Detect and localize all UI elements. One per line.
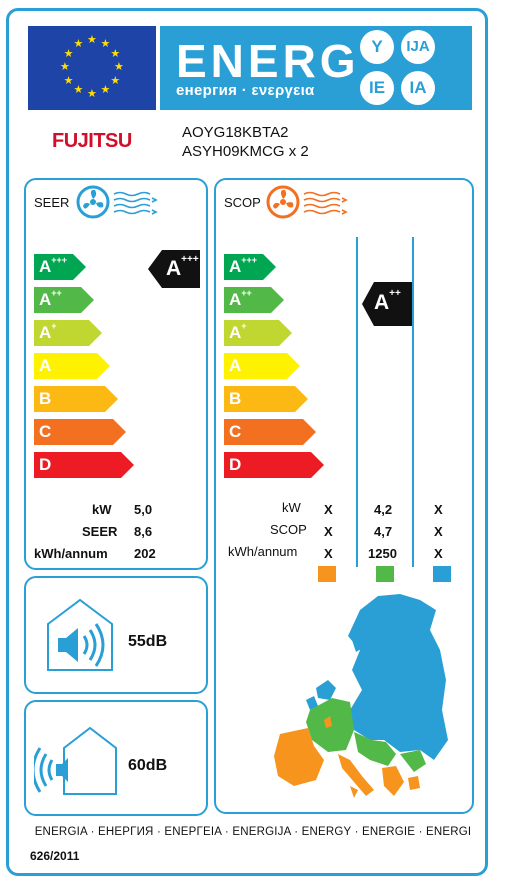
seer-row-value-annual: 202 [134, 546, 156, 561]
outdoor-noise-panel [24, 700, 208, 816]
scop-row-label-annual: kWh/annum [228, 544, 298, 559]
seer-class-arrow: C [34, 419, 126, 445]
indoor-model: ASYH09KMCG x 2 [182, 143, 309, 160]
eu-star-icon: ★ [100, 37, 111, 50]
brand-logo: FUJITSU [52, 130, 132, 152]
seer-class-arrow: A+ [34, 320, 102, 346]
scop-class-arrow: A [224, 353, 300, 379]
scop-value-average-kw: 4,2 [374, 502, 393, 517]
seer-row-label-kw: kW [92, 502, 112, 517]
scop-row-label-scop: SCOP [270, 522, 307, 537]
eu-star-icon: ★ [73, 37, 84, 50]
energy-title: ENERG [176, 35, 360, 87]
eu-star-icon: ★ [73, 84, 84, 97]
language-suffix-ie: IE [360, 71, 394, 105]
scop-class-arrow: B [224, 386, 308, 412]
scop-value-colder-scop: X [434, 524, 443, 539]
colder-climate-swatch [433, 566, 451, 582]
seer-row-value-kw: 5,0 [134, 502, 153, 517]
outdoor-noise-value: 60dB [128, 757, 168, 774]
scop-panel [214, 178, 474, 814]
indoor-noise-value: 55dB [128, 633, 168, 650]
scop-class-arrow: D [224, 452, 324, 478]
seer-class-arrow: A [34, 353, 110, 379]
indoor-noise-panel [24, 576, 208, 694]
climate-column-divider [412, 237, 414, 567]
warmer-climate-swatch [318, 566, 336, 582]
eu-star-icon: ★ [87, 88, 97, 100]
scop-title: SCOP [224, 195, 261, 210]
eu-star-icon: ★ [100, 84, 111, 97]
language-suffix-ia: IA [401, 71, 435, 105]
eu-star-icon: ★ [87, 34, 97, 46]
indoor-noise-icon [47, 598, 113, 671]
scop-value-average-scop: 4,7 [374, 524, 393, 539]
scop-value-average-annual: 1250 [368, 546, 397, 561]
seer-panel [24, 178, 208, 570]
scop-value-warmer-scop: X [324, 524, 333, 539]
climate-column-divider [356, 237, 358, 567]
eu-star-icon: ★ [63, 47, 74, 60]
language-suffix-ija: IJA [401, 30, 435, 64]
eu-star-icon: ★ [63, 74, 74, 87]
seer-row-label-annual: kWh/annum [34, 546, 108, 561]
scop-class-arrow: C [224, 419, 316, 445]
seer-class-arrow: A++ [34, 287, 94, 313]
energy-subtitle: енергия · ενεργεια [176, 82, 315, 99]
fan-warm-icon [266, 185, 348, 219]
scop-row-label-kw: kW [282, 500, 301, 515]
seer-title: SEER [34, 195, 70, 210]
seer-row-value-seer: 8,6 [134, 524, 153, 539]
eu-star-icon: ★ [110, 74, 121, 87]
seer-rating-marker: A+++ [148, 250, 200, 288]
seer-row-label-seer: SEER [82, 524, 118, 539]
scop-value-colder-annual: X [434, 546, 443, 561]
eu-star-icon: ★ [60, 61, 70, 73]
language-suffix-y: Y [360, 30, 394, 64]
scop-class-arrow: A++ [224, 287, 284, 313]
outdoor-model: AOYG18KBTA2 [182, 124, 289, 141]
seer-class-arrow: D [34, 452, 134, 478]
scop-value-colder-kw: X [434, 502, 443, 517]
label-frame [6, 8, 488, 876]
average-climate-swatch [376, 566, 394, 582]
scop-value-warmer-annual: X [324, 546, 333, 561]
seer-class-arrow: B [34, 386, 118, 412]
scop-class-arrow: A+ [224, 320, 292, 346]
footer-languages: ENERGIA · ЕНЕРГИЯ · ΕΝΕΡΓΕΙΑ · ENERGIJA … [34, 826, 472, 838]
europe-climate-map [274, 594, 448, 798]
seer-class-arrow: A+++ [34, 254, 86, 280]
eu-flag: ★ ★ ★ ★ ★ ★ ★ ★ ★ ★ ★ ★ [28, 26, 156, 110]
scop-value-warmer-kw: X [324, 502, 333, 517]
eu-star-icon: ★ [110, 47, 121, 60]
fan-cold-icon [76, 185, 158, 219]
outdoor-noise-icon [34, 726, 117, 795]
scop-rating-marker: A++ [362, 282, 412, 326]
regulation-number: 626/2011 [30, 849, 80, 863]
scop-class-arrow: A+++ [224, 254, 276, 280]
eu-star-icon: ★ [114, 61, 124, 73]
